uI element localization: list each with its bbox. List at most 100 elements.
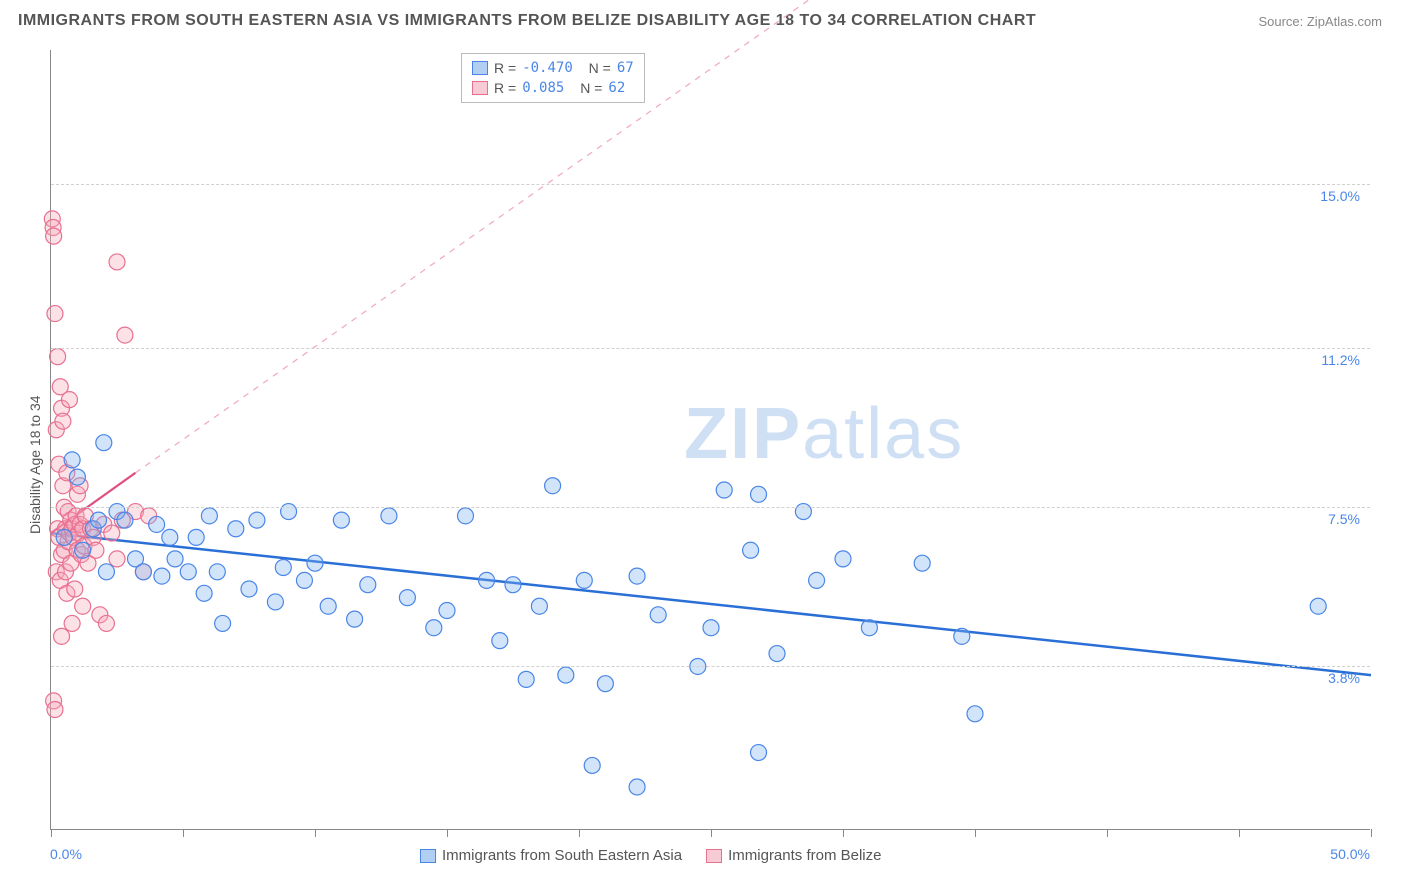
- data-point: [479, 572, 495, 588]
- data-point: [135, 564, 151, 580]
- data-point: [109, 254, 125, 270]
- data-point: [98, 615, 114, 631]
- data-point: [861, 620, 877, 636]
- data-point: [751, 745, 767, 761]
- data-point: [47, 702, 63, 718]
- data-point: [162, 529, 178, 545]
- x-axis-max-label: 50.0%: [1330, 846, 1370, 862]
- x-axis-min-label: 0.0%: [50, 846, 82, 862]
- data-point: [650, 607, 666, 623]
- data-point: [703, 620, 719, 636]
- data-point: [505, 577, 521, 593]
- data-point: [597, 676, 613, 692]
- plot-svg: [51, 50, 1370, 829]
- data-point: [457, 508, 473, 524]
- data-point: [154, 568, 170, 584]
- data-point: [381, 508, 397, 524]
- data-point: [98, 564, 114, 580]
- regression-line: [51, 533, 1371, 675]
- y-axis-label: Disability Age 18 to 34: [27, 395, 43, 534]
- x-tick: [447, 829, 448, 837]
- data-point: [629, 779, 645, 795]
- x-tick: [1371, 829, 1372, 837]
- data-point: [492, 633, 508, 649]
- data-point: [56, 529, 72, 545]
- regression-line: [135, 0, 975, 473]
- x-tick: [975, 829, 976, 837]
- data-point: [91, 512, 107, 528]
- data-point: [104, 525, 120, 541]
- y-tick-label: 7.5%: [1328, 511, 1360, 527]
- x-tick: [315, 829, 316, 837]
- data-point: [117, 512, 133, 528]
- data-point: [914, 555, 930, 571]
- legend-label: Immigrants from Belize: [728, 847, 881, 864]
- gridline-h: [51, 666, 1370, 667]
- data-point: [531, 598, 547, 614]
- x-tick: [843, 829, 844, 837]
- data-point: [188, 529, 204, 545]
- data-point: [967, 706, 983, 722]
- data-point: [117, 327, 133, 343]
- data-point: [215, 615, 231, 631]
- legend-series: Immigrants from South Eastern Asia Immig…: [420, 847, 881, 864]
- data-point: [75, 542, 91, 558]
- data-point: [518, 671, 534, 687]
- data-point: [281, 504, 297, 520]
- data-point: [296, 572, 312, 588]
- data-point: [795, 504, 811, 520]
- data-point: [769, 646, 785, 662]
- data-point: [149, 516, 165, 532]
- data-point: [545, 478, 561, 494]
- data-point: [439, 603, 455, 619]
- gridline-h: [51, 348, 1370, 349]
- legend-label: Immigrants from South Eastern Asia: [442, 847, 682, 864]
- data-point: [1310, 598, 1326, 614]
- data-point: [109, 551, 125, 567]
- plot-area: ZIPatlas R = -0.470 N = 67 R = 0.085 N =…: [50, 50, 1370, 830]
- data-point: [69, 469, 85, 485]
- data-point: [716, 482, 732, 498]
- data-point: [743, 542, 759, 558]
- data-point: [320, 598, 336, 614]
- data-point: [426, 620, 442, 636]
- data-point: [50, 349, 66, 365]
- data-point: [75, 598, 91, 614]
- legend-item-blue: Immigrants from South Eastern Asia: [420, 847, 682, 864]
- legend-swatch-blue: [420, 849, 436, 863]
- gridline-h: [51, 184, 1370, 185]
- data-point: [360, 577, 376, 593]
- data-point: [209, 564, 225, 580]
- data-point: [629, 568, 645, 584]
- data-point: [47, 306, 63, 322]
- data-point: [399, 590, 415, 606]
- data-point: [835, 551, 851, 567]
- y-tick-label: 15.0%: [1320, 188, 1360, 204]
- data-point: [54, 628, 70, 644]
- data-point: [333, 512, 349, 528]
- data-point: [196, 585, 212, 601]
- data-point: [64, 452, 80, 468]
- x-tick: [711, 829, 712, 837]
- data-point: [275, 559, 291, 575]
- y-tick-label: 3.8%: [1328, 670, 1360, 686]
- data-point: [347, 611, 363, 627]
- x-tick: [1239, 829, 1240, 837]
- source-label: Source: ZipAtlas.com: [1258, 14, 1382, 29]
- legend-swatch-pink: [706, 849, 722, 863]
- data-point: [46, 228, 62, 244]
- gridline-h: [51, 507, 1370, 508]
- x-tick: [1107, 829, 1108, 837]
- data-point: [584, 757, 600, 773]
- data-point: [96, 435, 112, 451]
- data-point: [576, 572, 592, 588]
- data-point: [64, 615, 80, 631]
- data-point: [228, 521, 244, 537]
- data-point: [809, 572, 825, 588]
- data-point: [954, 628, 970, 644]
- data-point: [307, 555, 323, 571]
- data-point: [241, 581, 257, 597]
- chart-title: IMMIGRANTS FROM SOUTH EASTERN ASIA VS IM…: [18, 12, 1036, 30]
- legend-item-pink: Immigrants from Belize: [706, 847, 881, 864]
- data-point: [61, 392, 77, 408]
